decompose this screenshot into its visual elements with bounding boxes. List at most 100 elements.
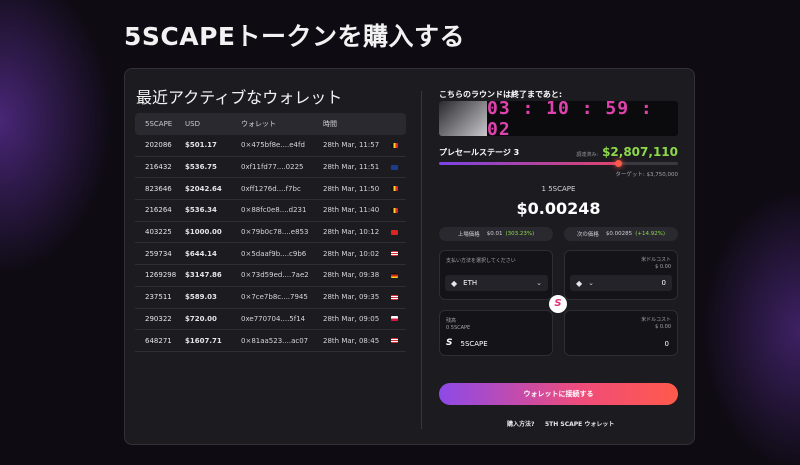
country-flag-icon — [391, 338, 398, 344]
5scape-token-icon: S — [446, 338, 453, 348]
pay-currency-box: 支払い方法を選択してください ◆ ETH ⌄ — [439, 250, 553, 300]
cell-time: 28th Mar, 11:51 — [323, 163, 406, 171]
cell-time: 28th Mar, 09:38 — [323, 271, 406, 279]
usd-cost-value-2: $ 0.00 — [655, 324, 671, 330]
table-row: 648271 $1607.71 0×81aa523....ac07 28th Mar,… — [135, 330, 406, 352]
usd-cost-label: 米ドルコスト — [641, 257, 671, 263]
pay-amount-input[interactable]: 0 — [661, 279, 666, 287]
cell-time: 28th Mar, 09:35 — [323, 293, 406, 301]
eth-icon: ◆ — [451, 278, 458, 288]
table-row: 216264 $536.34 0×88fc0e8....d231 28th Mar, … — [135, 200, 406, 222]
cell-tokens: 259734 — [145, 249, 172, 258]
col-header-usd: USD — [185, 120, 200, 128]
balance-value: 0 5SCAPE — [446, 325, 471, 331]
presale-card: 最近アクティブなウォレット 5SCAPE USD ウォレット 時間 202086… — [124, 68, 695, 445]
logo-letter: S — [554, 298, 562, 309]
cell-time: 28th Mar, 08:45 — [323, 337, 406, 345]
stage-label: プレセールステージ 3 — [439, 148, 520, 157]
raised-value: $2,807,110 — [602, 145, 678, 159]
pay-amount-box: 米ドルコスト $ 0.00 ◆ ⌄ 0 — [564, 250, 678, 300]
col-header-wallet: ウォレット — [241, 120, 276, 128]
cell-usd: $536.75 — [185, 163, 217, 172]
cell-tokens: 648271 — [145, 336, 172, 345]
countdown-value: 03 : 10 : 59 : 02 — [487, 101, 653, 136]
country-flag-icon — [391, 272, 398, 278]
next-price-pill: 次の価格 $0.00285 (+14.92%) — [564, 227, 678, 241]
cell-time: 28th Mar, 11:40 — [323, 206, 406, 214]
chevron-down-icon[interactable]: ⌄ — [588, 279, 595, 287]
cell-time: 28th Mar, 11:50 — [323, 185, 406, 193]
cell-tokens: 290322 — [145, 314, 172, 323]
page-title: 5SCAPEトークンを購入する — [124, 22, 465, 51]
table-row: 216432 $536.75 0xf11fd77....0225 28th Mar, … — [135, 157, 406, 179]
cell-tokens: 237511 — [145, 293, 172, 302]
country-flag-icon — [391, 142, 398, 148]
usd-cost-value: $ 0.00 — [655, 264, 671, 270]
cell-time-text: 28th Mar, 11:40 — [323, 206, 380, 215]
countdown-decoration — [439, 101, 487, 136]
col-header-time: 時間 — [323, 120, 337, 128]
cell-tokens: 823646 — [145, 184, 172, 193]
cell-tokens: 216432 — [145, 163, 172, 172]
table-header: 5SCAPE USD ウォレット 時間 — [135, 113, 406, 135]
country-flag-icon — [391, 207, 398, 213]
how-to-buy-link[interactable]: 購入方法? — [507, 421, 535, 428]
country-flag-icon — [391, 316, 398, 322]
cell-usd: $1000.00 — [185, 228, 222, 237]
cell-tokens: 1269298 — [145, 271, 177, 280]
receive-amount-input[interactable]: 0 — [664, 340, 669, 348]
5scape-logo-icon: S — [549, 295, 567, 313]
listing-price-pct: (303.23%) — [505, 231, 535, 237]
cell-usd: $644.14 — [185, 249, 217, 258]
token-price: $0.00248 — [516, 199, 601, 218]
connect-wallet-button[interactable]: ウォレットに接続する — [439, 383, 678, 405]
cell-usd: $589.03 — [185, 293, 217, 302]
table-row: 823646 $2042.64 0xff1276d....f7bc 28th Mar,… — [135, 178, 406, 201]
receive-token-name: 5SCAPE — [460, 339, 488, 348]
table-row: 259734 $644.14 0×5daaf9b....c9b6 28th Mar, … — [135, 243, 406, 266]
cell-wallet: 0×81aa523....ac07 — [241, 336, 309, 345]
cell-time: 28th Mar, 09:05 — [323, 315, 406, 323]
cell-usd: $501.17 — [185, 141, 217, 150]
divider — [421, 91, 422, 429]
cell-tokens: 202086 — [145, 141, 172, 150]
table-body: 202086 $501.17 0×475bf8e....e4fd 28th Mar, … — [135, 135, 406, 352]
listing-price-pill: 上場価格 $0.01 (303.23%) — [439, 227, 553, 241]
token-unit-label: 1 5SCAPE — [541, 185, 576, 193]
countdown-timer: 03 : 10 : 59 : 02 — [439, 101, 678, 136]
eth-icon: ◆ — [576, 278, 583, 288]
cell-usd: $1607.71 — [185, 336, 222, 345]
pay-method-label: 支払い方法を選択してください — [446, 258, 516, 264]
recent-wallets-table: 5SCAPE USD ウォレット 時間 202086 $501.17 0×475bf… — [135, 113, 406, 352]
pay-currency-select[interactable]: ◆ ETH ⌄ — [445, 275, 548, 291]
wallet-link[interactable]: 5TH SCAPE ウォレット — [545, 421, 615, 428]
receive-amount-box: 米ドルコスト $ 0.00 0 — [564, 310, 678, 356]
progress-indicator — [615, 160, 623, 167]
usd-cost-label-2: 米ドルコスト — [641, 317, 671, 323]
country-flag-icon — [391, 229, 398, 235]
presale-progress-bar — [439, 160, 678, 167]
pay-currency-value: ETH — [463, 279, 478, 287]
cell-wallet: 0×88fc0e8....d231 — [241, 206, 307, 215]
cell-time: 28th Mar, 10:02 — [323, 250, 406, 258]
cell-time-text: 28th Mar, 09:05 — [323, 314, 380, 323]
country-flag-icon — [391, 164, 398, 170]
cell-time-text: 28th Mar, 11:57 — [323, 141, 380, 150]
cell-wallet: 0xf11fd77....0225 — [241, 163, 304, 172]
cell-usd: $3147.86 — [185, 271, 222, 280]
next-price-label: 次の価格 — [576, 232, 599, 238]
country-flag-icon — [391, 186, 398, 192]
target-amount: ターゲット: $3,750,000 — [615, 172, 678, 178]
country-flag-icon — [391, 251, 398, 257]
cell-time-text: 28th Mar, 08:45 — [323, 336, 380, 345]
raised-amount: 調達済み: $2,807,110 — [576, 145, 678, 159]
cell-tokens: 403225 — [145, 228, 172, 237]
listing-price-label: 上場価格 — [457, 232, 480, 238]
cell-usd: $536.34 — [185, 206, 217, 215]
next-price-value: $0.00285 — [605, 231, 633, 237]
pay-amount-row: ◆ ⌄ 0 — [570, 275, 672, 291]
receive-token-box: 残高 0 5SCAPE S 5SCAPE — [439, 310, 553, 356]
cell-wallet: 0×79b0c78....e853 — [241, 228, 309, 237]
cell-time-text: 28th Mar, 09:38 — [323, 271, 380, 280]
round-heading: こちらのラウンドは終了まであと: — [439, 90, 563, 99]
